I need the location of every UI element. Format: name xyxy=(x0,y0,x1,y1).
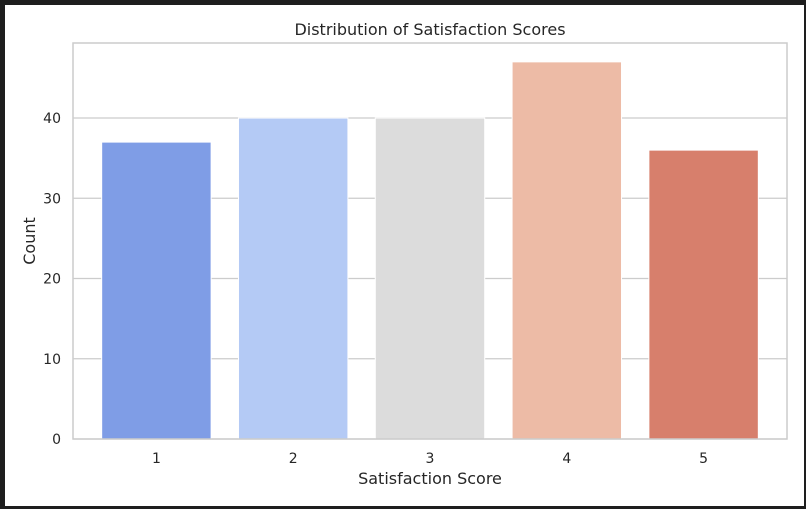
bar-4 xyxy=(511,61,623,440)
bar-3 xyxy=(374,117,486,440)
bar-chart: Distribution of Satisfaction Scores 0 10 2… xyxy=(20,20,788,488)
x-tick-label-3: 3 xyxy=(426,451,435,467)
y-tick-label-30: 30 xyxy=(43,191,61,207)
chart-figure: Distribution of Satisfaction Scores 0 10 2… xyxy=(5,5,804,506)
x-tick-label-4: 4 xyxy=(562,451,571,467)
y-tick-label-20: 20 xyxy=(43,272,61,288)
plot-frame xyxy=(72,42,788,440)
y-axis-ticks: 0 10 20 30 40 xyxy=(43,111,61,448)
bar-2 xyxy=(237,117,349,440)
bar-1 xyxy=(101,141,212,440)
x-tick-label-1: 1 xyxy=(152,451,161,467)
bar-5 xyxy=(648,149,759,440)
y-axis-label: Count xyxy=(20,217,39,265)
y-tick-label-0: 0 xyxy=(52,432,61,448)
x-axis-label: Satisfaction Score xyxy=(358,469,502,488)
y-tick-label-40: 40 xyxy=(43,111,61,127)
y-tick-label-10: 10 xyxy=(43,352,61,368)
x-axis-ticks: 1 2 3 4 5 xyxy=(152,451,708,467)
bars xyxy=(101,61,759,440)
x-tick-label-2: 2 xyxy=(289,451,298,467)
x-tick-label-5: 5 xyxy=(699,451,708,467)
chart-title: Distribution of Satisfaction Scores xyxy=(294,20,565,39)
